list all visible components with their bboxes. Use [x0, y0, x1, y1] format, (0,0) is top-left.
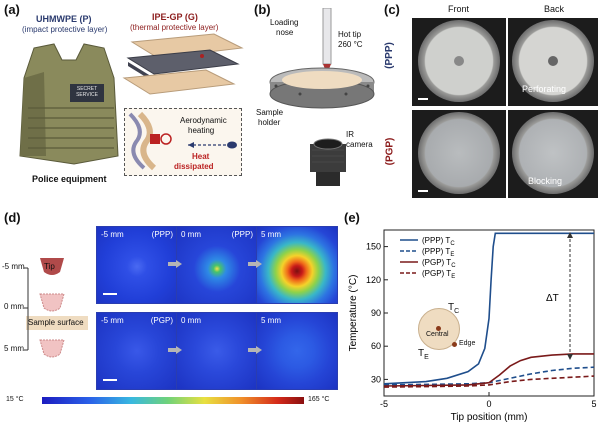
label-hot-tip: Hot tip [338, 30, 362, 39]
legend-label-3: (PGP) TE [422, 269, 455, 280]
label-sample: Sample [256, 108, 284, 117]
arrow-icon [168, 260, 182, 268]
thermal-ppp-zero: 0 mm (PPP) [176, 226, 258, 304]
layer-stack [122, 33, 244, 95]
x-axis-label: Tip position (mm) [451, 412, 528, 423]
vest-illustration [19, 43, 119, 165]
heat-inset-diagram [128, 111, 172, 171]
inset-te: TE [418, 348, 429, 361]
legend-label-0: (PPP) TC [422, 236, 455, 247]
schematic-zero: 0 mm [4, 302, 24, 311]
x-tick-label: 0 [486, 399, 491, 409]
vest-patch-text: SECRET SERVICE [76, 86, 98, 98]
y-tick-label: 120 [366, 275, 381, 285]
inset-central: Central [426, 331, 449, 338]
label-hot-tip-temp: 260 °C [338, 40, 363, 49]
layer-g-subtitle: (thermal protective layer) [130, 23, 219, 32]
panel-c-label: (c) [384, 2, 400, 17]
schematic-plus5: 5 mm [4, 344, 24, 353]
label-nose: nose [276, 28, 294, 37]
label-blocking: Blocking [528, 176, 563, 186]
temperature-chart: -5 0 5 30 60 90 120 150 Tip position (mm) Tempera… [348, 229, 597, 423]
legend-label-2: (PGP) TC [422, 258, 456, 269]
panel-e-label: (e) [344, 210, 360, 225]
photo-pgp-back: Blocking [508, 110, 598, 198]
layer-p-subtitle: (impact protective layer) [22, 25, 108, 34]
tip-schematic [24, 258, 88, 358]
inset-dissipated: dissipated [174, 162, 214, 171]
panel-a: (a) SECRET SERVICE UHMWPE (P) (impact pr… [0, 0, 248, 200]
delta-t-arrowhead-top [567, 232, 573, 238]
thermal-pgp-minus5: -5 mm (PGP) [96, 312, 178, 390]
inset-aerodynamic: Aerodynamic [180, 116, 227, 125]
row-pgp: (PGP) [384, 137, 396, 166]
inset-edge: Edge [459, 340, 476, 347]
panel-c: (c) Front Back (PPP) (PGP) Perforating B… [384, 0, 600, 200]
photo-pgp-front [412, 110, 506, 198]
thermal-ppp-plus5: 5 mm [256, 226, 338, 304]
series-line-2 [383, 353, 594, 387]
color-scale-bar [42, 397, 304, 404]
legend-label-1: (PPP) TE [422, 247, 454, 258]
series-line-3 [383, 375, 595, 388]
label-ir: IR [346, 130, 354, 139]
inset-heating: heating [188, 126, 215, 135]
police-caption: Police equipment [32, 174, 107, 184]
y-axis-label: Temperature (°C) [348, 275, 359, 352]
schematic-tip: Tip [44, 262, 55, 271]
x-tick-label: -5 [380, 399, 388, 409]
scale-min: 15 °C [6, 396, 24, 403]
label-camera: camera [346, 140, 373, 149]
column-back: Back [544, 4, 565, 14]
inset-tc: TC [448, 302, 460, 315]
layer-g-title: IPE-GP (G) [152, 12, 198, 22]
panel-b: (b) Loading nose Hot tip 260 °C Sample h… [250, 0, 382, 200]
label-loading: Loading [270, 18, 299, 27]
column-front: Front [448, 4, 470, 14]
series-line-1 [383, 366, 595, 386]
bullet-arrow-icon [188, 141, 237, 149]
y-tick-label: 150 [366, 242, 381, 252]
thermal-pgp-zero: 0 mm [176, 312, 258, 390]
x-tick-label: 5 [591, 399, 596, 409]
delta-t-label: ΔT [546, 293, 559, 304]
schematic-minus5: -5 mm [2, 262, 25, 271]
thermal-ppp-minus5: -5 mm (PPP) [96, 226, 178, 304]
delta-t-arrowhead-bottom [567, 354, 573, 360]
y-tick-label: 90 [371, 308, 381, 318]
photo-ppp-front [412, 18, 506, 106]
panel-d-label: (d) [4, 210, 21, 225]
y-tick-label: 30 [371, 374, 381, 384]
layer-p-title: UHMWPE (P) [36, 14, 92, 24]
arrow-icon [248, 260, 262, 268]
schematic-sample-surface: Sample surface [28, 318, 84, 327]
test-rig-illustration [269, 8, 375, 186]
inset-center-dot [436, 326, 441, 331]
y-tick-label: 60 [371, 341, 381, 351]
panel-b-label: (b) [254, 2, 271, 17]
panel-e: (e) -5 0 5 30 60 90 120 150 Tip position (mm) Tem… [344, 208, 600, 424]
panel-a-label: (a) [4, 2, 20, 17]
arrow-icon [248, 346, 262, 354]
row-ppp: (PPP) [383, 42, 395, 69]
inset-edge-dot [452, 342, 457, 347]
scale-max: 165 °C [308, 396, 330, 403]
label-holder: holder [258, 118, 281, 127]
panel-d: (d) Tip -5 mm 0 mm Sample surface 5 mm -… [0, 208, 340, 424]
photo-ppp-back: Perforating [508, 18, 598, 106]
inset-heat: Heat [192, 152, 210, 161]
label-perforating: Perforating [522, 84, 567, 94]
series-line-0 [383, 232, 594, 385]
arrow-icon [168, 346, 182, 354]
thermal-pgp-plus5: 5 mm [256, 312, 338, 390]
